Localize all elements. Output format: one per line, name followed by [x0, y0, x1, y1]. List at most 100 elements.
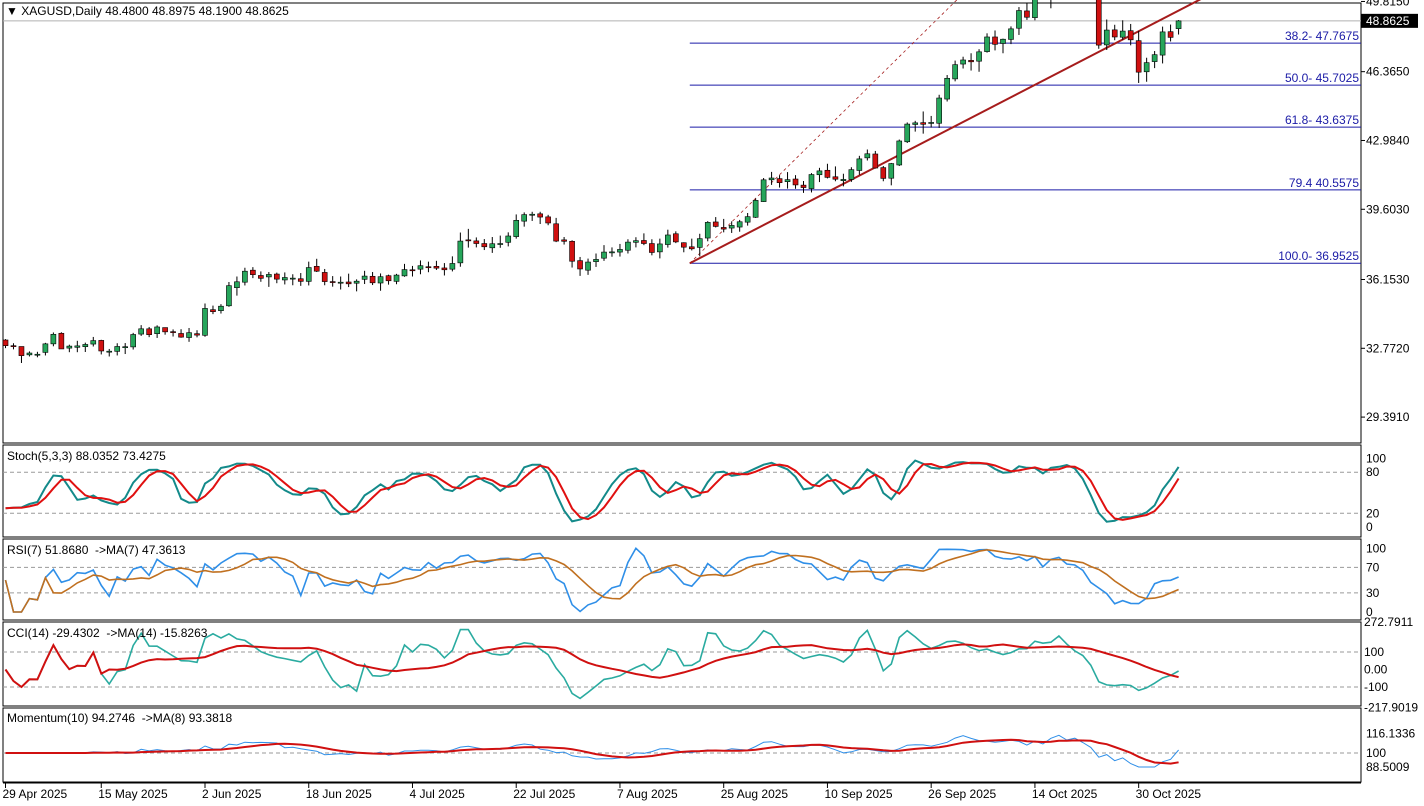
momentum-ma-line	[5, 738, 1179, 765]
bull-candle	[625, 241, 631, 251]
bear-candle	[673, 233, 679, 243]
bear-candle	[1024, 10, 1030, 18]
bear-candle	[170, 331, 176, 333]
bull-candle	[912, 122, 919, 125]
momentum-label: Momentum(10) 94.2746 ->MA(8) 93.3818	[7, 711, 233, 725]
fib-level-label: 61.8- 43.6375	[1285, 113, 1359, 127]
bull-candle	[816, 170, 823, 176]
bull-candle	[704, 222, 711, 239]
bull-candle	[114, 346, 121, 352]
bull-candle	[34, 353, 41, 356]
bull-candle	[633, 240, 639, 243]
bear-candle	[1135, 40, 1142, 73]
bear-candle	[385, 275, 392, 282]
bull-candle	[154, 326, 160, 334]
bear-candle	[720, 227, 727, 230]
candles	[2, 0, 1182, 363]
cci-axis-label: 100	[1364, 645, 1384, 659]
bear-candle	[920, 122, 927, 125]
main-pane-frame	[2, 2, 1362, 444]
bear-candle	[178, 333, 184, 338]
momentum-axis-label: 116.1336	[1366, 726, 1415, 740]
bear-candle	[433, 266, 440, 269]
bull-candle	[457, 240, 464, 264]
bear-candle	[10, 345, 17, 347]
bear-candle	[194, 333, 200, 336]
time-tick-label: 22 Jul 2025	[513, 787, 575, 801]
bull-candle	[1143, 62, 1150, 73]
price-tick-label: 42.9840	[1366, 133, 1410, 147]
bull-candle	[752, 200, 759, 218]
fib-anchor-line	[689, 0, 958, 264]
bear-candle	[18, 346, 25, 356]
symbol-header: ▼ XAGUSD,Daily 48.4800 48.8975 48.1900 4…	[6, 4, 289, 18]
bear-candle	[329, 281, 336, 283]
time-tick-label: 26 Sep 2025	[928, 787, 996, 801]
current-price-label: 48.8625	[1366, 14, 1410, 28]
rsi-axis-label: 70	[1366, 560, 1380, 574]
bull-candle	[657, 243, 663, 253]
price-tick-label: 49.8150	[1366, 0, 1410, 8]
collapse-triangle-icon[interactable]: ▼	[6, 4, 18, 18]
trend-line	[689, 0, 1202, 265]
price-tick-label: 39.6030	[1366, 202, 1410, 216]
time-tick-label: 15 May 2025	[98, 787, 168, 801]
bear-candle	[800, 184, 807, 188]
bull-candle	[281, 277, 288, 281]
bear-candle	[776, 178, 783, 183]
bull-candle	[960, 59, 966, 65]
bull-candle	[1000, 38, 1006, 44]
bear-candle	[425, 266, 432, 269]
bull-candle	[1119, 30, 1126, 38]
cci-ma-line	[4, 642, 1179, 689]
fib-level-label: 38.2- 47.7675	[1285, 29, 1359, 43]
bull-candle	[226, 285, 232, 307]
stoch-axis-label: 100	[1366, 452, 1386, 466]
bull-candle	[377, 276, 384, 284]
bear-candle	[321, 272, 328, 282]
rsi-axis-label: 0	[1366, 605, 1373, 619]
bull-candle	[936, 97, 942, 124]
price-tick-label: 29.3910	[1366, 410, 1410, 424]
bull-candle	[848, 169, 855, 180]
bull-candle	[840, 179, 847, 181]
time-tick-label: 18 Jun 2025	[306, 787, 372, 801]
bull-candle	[928, 122, 934, 124]
bull-candle	[728, 225, 735, 229]
bear-candle	[313, 266, 320, 272]
bear-candle	[649, 243, 655, 253]
bear-candle	[968, 60, 974, 63]
rsi-axis-label: 30	[1366, 586, 1380, 600]
bear-candle	[162, 327, 168, 333]
bull-candle	[106, 350, 113, 353]
current-price-tag	[1361, 13, 1418, 28]
bull-candle	[976, 51, 982, 62]
bull-candle	[864, 153, 871, 159]
bear-candle	[641, 240, 647, 244]
bear-candle	[688, 246, 695, 250]
bull-candle	[513, 220, 520, 237]
bear-candle	[146, 328, 152, 335]
bull-candle	[186, 332, 192, 338]
bear-candle	[545, 216, 551, 224]
bull-candle	[26, 352, 33, 356]
bull-candle	[242, 270, 248, 283]
momentum-axis-label: 88.5009	[1366, 760, 1410, 774]
bull-candle	[1008, 28, 1014, 40]
bull-candle	[82, 344, 89, 348]
bull-candle	[90, 340, 97, 345]
bull-candle	[218, 305, 224, 311]
bull-candle	[1159, 31, 1166, 56]
bear-candle	[481, 243, 488, 248]
bear-candle	[824, 169, 831, 178]
time-tick-label: 2 Jun 2025	[202, 787, 262, 801]
bear-candle	[274, 273, 280, 280]
rsi-pane-frame	[2, 538, 1362, 621]
bull-candle	[944, 77, 950, 100]
bull-candle	[289, 277, 296, 280]
bull-candle	[130, 334, 136, 348]
bear-candle	[2, 339, 9, 346]
time-tick-label: 25 Aug 2025	[721, 787, 789, 801]
bear-candle	[465, 239, 472, 242]
